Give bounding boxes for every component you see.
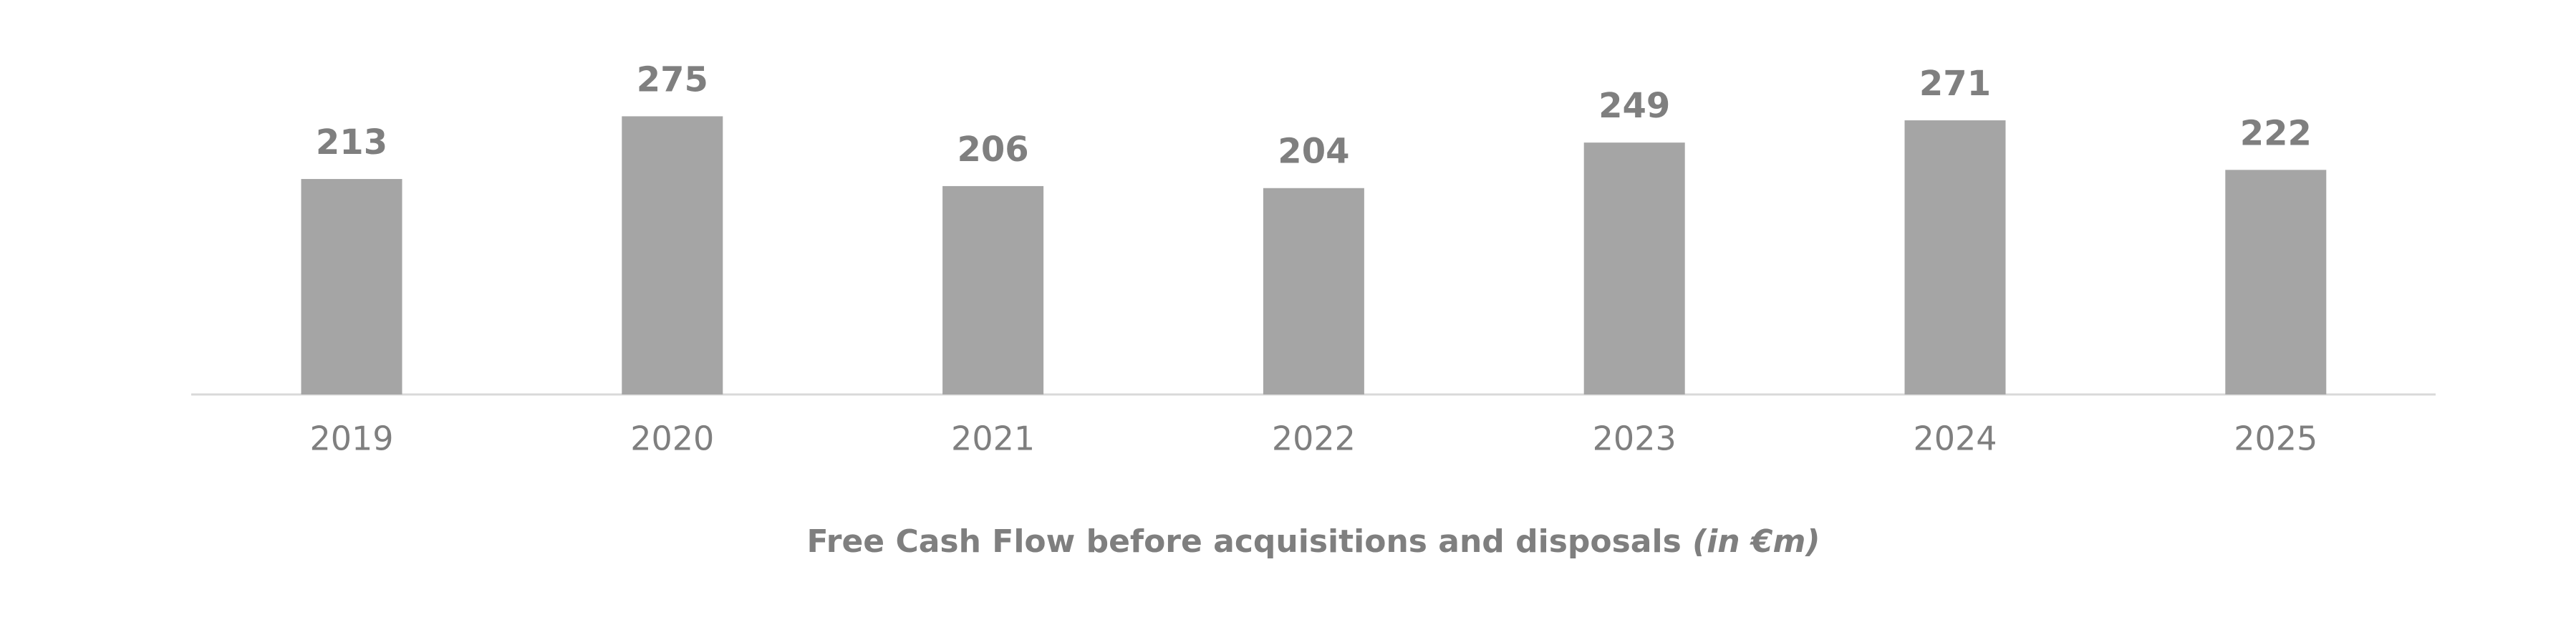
bar — [1904, 120, 2006, 394]
data-label: 206 — [957, 130, 1028, 170]
x-tick-label: 2025 — [2234, 420, 2317, 458]
bar — [301, 179, 402, 394]
bar — [2225, 170, 2327, 394]
bar — [942, 185, 1044, 394]
bar — [622, 116, 723, 395]
bar — [1263, 188, 1364, 394]
data-label: 275 — [637, 59, 708, 100]
x-tick-label: 2019 — [309, 420, 393, 458]
title-unit: (in €m) — [1692, 523, 1820, 560]
bar — [1583, 142, 1685, 394]
data-label: 213 — [316, 122, 387, 163]
x-tick-label: 2021 — [951, 420, 1035, 458]
x-tick-label: 2023 — [1593, 420, 1677, 458]
data-label: 249 — [1598, 86, 1670, 126]
x-tick-label: 2022 — [1272, 420, 1356, 458]
chart-title: Free Cash Flow before acquisitions and d… — [807, 523, 1820, 560]
x-tick-label: 2020 — [630, 420, 714, 458]
title-text: Free Cash Flow before acquisitions and d… — [807, 523, 1682, 560]
x-tick-label: 2024 — [1913, 420, 1997, 458]
data-label: 204 — [1278, 132, 1349, 172]
data-label: 222 — [2240, 113, 2312, 153]
data-label: 271 — [1919, 64, 1991, 104]
